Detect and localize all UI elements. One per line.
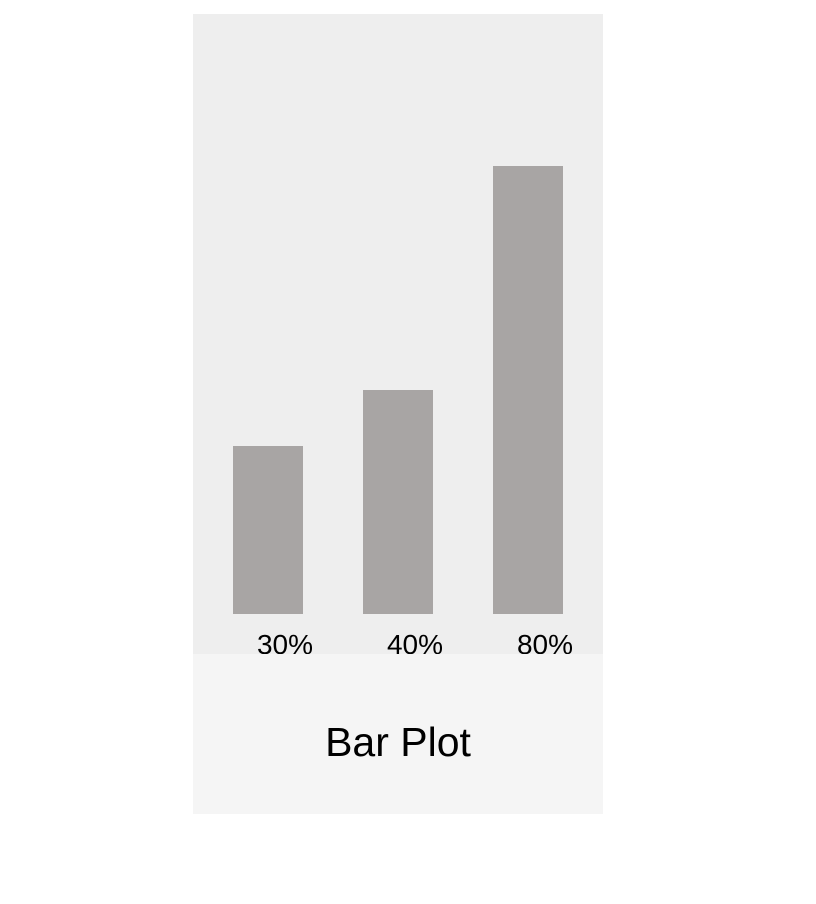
bar-1	[233, 446, 303, 614]
bar-3	[493, 166, 563, 614]
bar-2	[363, 390, 433, 614]
bar-chart-svg: 30% 40% 80%	[233, 166, 573, 660]
plot-area: 30% 40% 80%	[193, 14, 603, 660]
chart-card: 30% 40% 80% Bar Plot	[193, 14, 603, 814]
caption-area	[193, 654, 603, 814]
chart-title: Bar Plot	[325, 719, 471, 765]
